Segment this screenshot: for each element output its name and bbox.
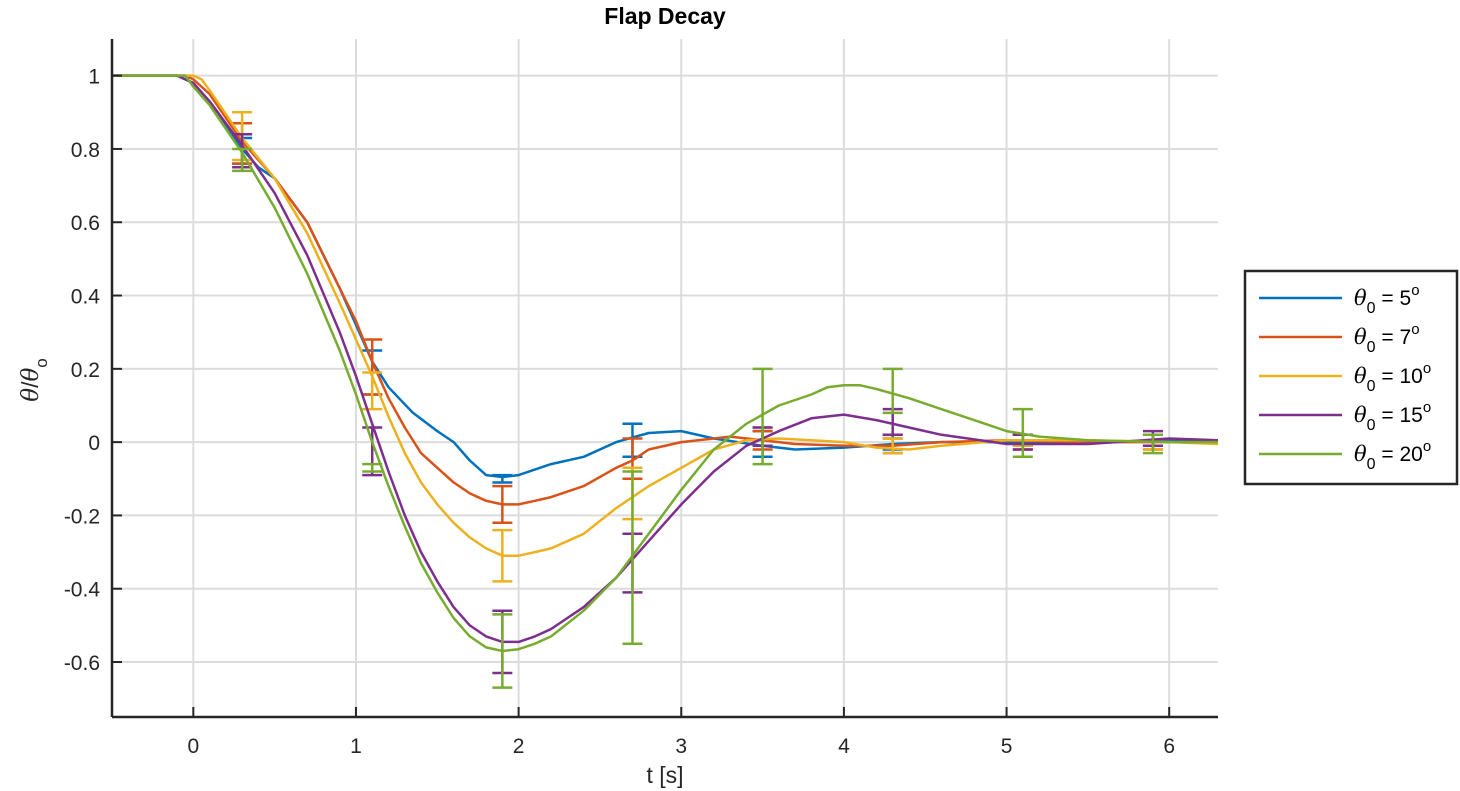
legend-box: [1243, 269, 1459, 486]
x-tick-label: 6: [1163, 735, 1175, 758]
y-tick-label: 0.8: [71, 139, 100, 162]
errorbar-4-2: [492, 613, 513, 689]
errorbar-0-2: [492, 473, 513, 484]
y-tick-label: 0.4: [71, 286, 101, 309]
legend-label: θ0 = 7o: [1354, 321, 1420, 356]
x-tick-label: 1: [350, 735, 362, 758]
legend-label: θ0 = 10o: [1354, 360, 1431, 395]
plot-area: [112, 74, 1218, 689]
series-line-1: [112, 74, 1218, 506]
x-tick-label: 0: [187, 735, 199, 758]
x-tick-label: 3: [675, 735, 687, 758]
series-line-0: [112, 74, 1218, 479]
axes: 0 1 2 3 4 5 6 -0.6 -0.4 -0.2 0 0.2 0.4 0.6 0.8 1: [64, 39, 1218, 758]
errorbar-4-7: [1142, 433, 1163, 455]
series-line-2: [112, 74, 1218, 557]
legend-label: θ0 = 5o: [1354, 282, 1420, 317]
y-tick-label: 0: [88, 432, 100, 455]
legend-item-0: θ0 = 5o: [1259, 282, 1420, 317]
chart-title: Flap Decay: [604, 3, 726, 29]
errorbar-2-2: [492, 528, 513, 583]
errorbar-4-5: [882, 367, 903, 415]
grid-lines: [112, 39, 1218, 717]
y-tick-label: -0.4: [64, 579, 101, 602]
legend-item-3: θ0 = 15o: [1259, 399, 1431, 434]
errorbar-4-4: [752, 367, 773, 466]
y-tick-label: 0.2: [71, 359, 100, 382]
errorbar-4-3: [622, 470, 643, 645]
x-tick-label: 2: [513, 735, 525, 758]
legend-label: θ0 = 20o: [1354, 438, 1431, 473]
y-axis-subscript: o: [32, 358, 51, 367]
errorbar-4-6: [1012, 407, 1033, 459]
x-tick-label: 5: [1001, 735, 1013, 758]
legend-item-2: θ0 = 10o: [1259, 360, 1431, 395]
series-line-4: [112, 74, 1218, 653]
legend-item-4: θ0 = 20o: [1259, 438, 1431, 473]
y-axis-symbol-2: θ: [18, 368, 44, 382]
legend-item-1: θ0 = 7o: [1259, 321, 1420, 356]
errorbar-4-1: [362, 462, 383, 473]
legend-label: θ0 = 15o: [1354, 399, 1431, 434]
series-line-3: [112, 74, 1218, 644]
errorbar-1-2: [492, 484, 513, 525]
y-tick-label: 0.6: [71, 212, 100, 235]
errorbar-2-1: [362, 371, 383, 411]
y-tick-label: -0.2: [64, 505, 100, 528]
y-axis-label: θ/θo: [17, 358, 51, 402]
y-tick-label: 1: [88, 66, 100, 89]
legend: θ0 = 5o θ0 = 7o θ0 = 10o θ0 = 15o θ0 = 20o: [1243, 269, 1459, 486]
y-axis-symbol: θ: [18, 388, 44, 402]
errorbar-2-5: [882, 437, 903, 455]
x-tick-label: 4: [838, 735, 850, 758]
y-tick-label: -0.6: [64, 652, 100, 675]
x-axis-label: t [s]: [646, 762, 683, 788]
errorbar-4-0: [232, 147, 253, 173]
